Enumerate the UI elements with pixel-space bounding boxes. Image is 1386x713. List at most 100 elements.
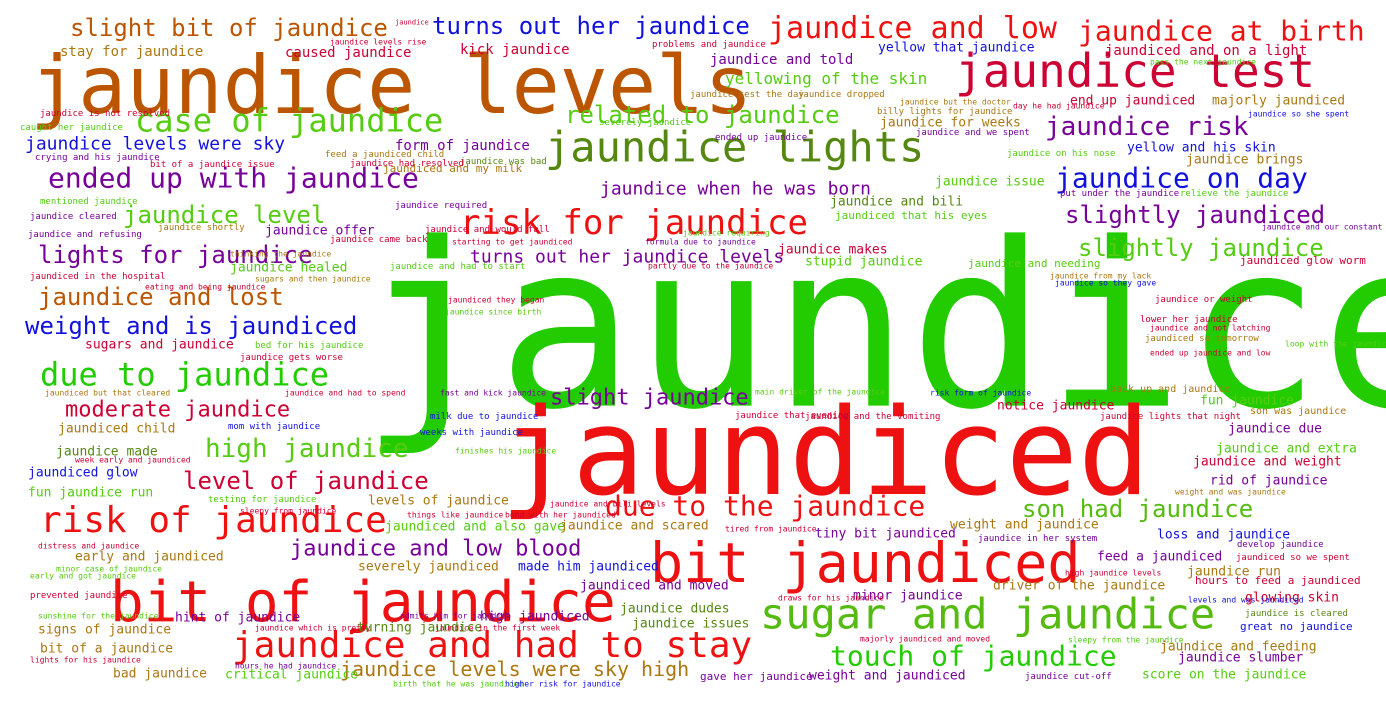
cloud-word: jaundice run: [1187, 564, 1281, 580]
cloud-word: jaundice due: [1228, 421, 1322, 437]
cloud-word: ended up jaundice: [715, 132, 808, 143]
cloud-word: jaundice and weight: [1193, 454, 1342, 470]
cloud-word: stay for jaundice: [60, 43, 204, 60]
cloud-word: jaundiced so we spent: [1236, 552, 1350, 563]
cloud-word: jaundice on day: [1055, 161, 1308, 195]
cloud-word: bit of a jaundice issue: [150, 159, 275, 170]
cloud-word: jaundice test the day: [690, 89, 804, 100]
cloud-word: jaundice and our constant: [1262, 222, 1383, 232]
cloud-word: yellowing of the skin: [725, 69, 928, 89]
cloud-word: jaundice required: [395, 200, 488, 211]
cloud-word: testing for jaundice: [208, 494, 317, 505]
cloud-word: jaundice levels: [30, 39, 753, 132]
cloud-word: jaundice and low: [768, 11, 1057, 46]
cloud-word: sugar and jaundice: [760, 589, 1216, 639]
cloud-word: develop jaundice: [1237, 539, 1324, 550]
cloud-word: jaundice that evening: [735, 410, 849, 421]
cloud-word: loop with the jaundice: [1285, 339, 1386, 349]
cloud-word: glowing skin: [1245, 590, 1339, 606]
cloud-word: related to jaundice: [565, 100, 840, 129]
cloud-word: draws for his jaundice: [778, 593, 884, 603]
cloud-word: jaundice and we spent: [916, 127, 1030, 138]
cloud-word: made him jaundiced: [518, 559, 659, 575]
cloud-word: sleepy from the jaundice: [1068, 635, 1184, 645]
cloud-word: jaundiced so tomorrow: [1145, 333, 1259, 344]
cloud-word: jaundice level: [123, 200, 326, 229]
cloud-word: jaundice made: [56, 444, 158, 460]
cloud-word: jaundice and the vomiting: [805, 411, 941, 422]
cloud-word: jaundice dudes: [620, 601, 730, 617]
cloud-word: yellow and his skin: [1127, 140, 1276, 156]
cloud-word: majorly jaundiced and moved: [860, 634, 991, 644]
cloud-word: jaundice was bad: [460, 156, 547, 167]
cloud-word: distress and jaundice: [38, 541, 140, 551]
cloud-word: finishes his jaundice: [455, 446, 557, 456]
cloud-word: jaundiced glow: [28, 465, 138, 481]
cloud-word: jaundiced child: [58, 421, 176, 437]
cloud-word: main driver of the jaundice: [755, 387, 886, 397]
cloud-word: jaundice and needing: [968, 257, 1101, 271]
cloud-word: fast and kick jaundice: [440, 388, 546, 398]
cloud-word: caused jaundice: [285, 44, 412, 61]
cloud-word: driver of the jaundice: [993, 578, 1166, 594]
cloud-word: fun jaundice: [1200, 393, 1294, 409]
cloud-word: turns out her jaundice: [432, 11, 750, 40]
cloud-word: admits him for jaundice: [400, 611, 511, 621]
cloud-word: jaundice had resolved: [350, 158, 464, 169]
cloud-word: jaundice lights that night: [1100, 411, 1241, 422]
cloud-word: ended up with jaundice: [48, 161, 419, 195]
cloud-word: minor case of jaundice: [56, 564, 162, 574]
cloud-word: risk of jaundice: [40, 500, 387, 542]
cloud-word: jaundice so they gave: [1055, 278, 1157, 288]
cloud-word: jaundice requiring: [683, 228, 770, 238]
cloud-word: jaundice and not latching: [1150, 323, 1271, 333]
cloud-word: jaundice in her system: [978, 533, 1098, 544]
cloud-word: jaundice healed: [230, 260, 348, 276]
cloud-word: son was jaundice: [1250, 406, 1347, 417]
cloud-word: signs of jaundice: [38, 622, 172, 638]
cloud-word: jaundice lights: [545, 122, 925, 172]
cloud-word: day he had jaundice: [1013, 101, 1105, 111]
cloud-word: mom with jaundice: [228, 421, 321, 432]
cloud-word: jaundiced and on a light: [1105, 42, 1308, 59]
cloud-word: gave her jaundice: [700, 670, 813, 684]
cloud-word: stupid jaundice: [805, 254, 923, 270]
cloud-word: early and jaundiced: [75, 549, 224, 565]
cloud-word: jaundice came back: [330, 234, 428, 245]
cloud-word: jaundiced: [500, 384, 1151, 523]
cloud-word: hours he had jaundice: [235, 661, 337, 671]
cloud-word: lights for his jaundice: [30, 655, 141, 665]
cloud-word: higher risk for jaundice: [505, 679, 621, 689]
cloud-word: sleepy from jaundice: [240, 506, 337, 516]
cloud-word: kick jaundice: [460, 41, 570, 58]
cloud-word: levels of jaundice: [368, 493, 509, 509]
cloud-word: milk due to jaundice: [430, 411, 539, 422]
cloud-word: tired from jaundice: [725, 524, 817, 534]
cloud-word: son had jaundice: [1022, 494, 1254, 523]
cloud-word: due to the jaundice: [605, 489, 926, 523]
cloud-word: severely jaundice: [599, 117, 692, 128]
cloud-word: feed a jaundiced child: [325, 149, 445, 160]
cloud-word: lights for jaundice: [38, 240, 313, 269]
cloud-word: bond with her jaundiced: [505, 510, 616, 520]
cloud-word: jaundice and told: [710, 51, 854, 68]
cloud-word: jaundiced and my milk: [383, 162, 523, 176]
cloud-word: jaundice issue: [935, 174, 1045, 190]
cloud-word: jaundice and scared: [560, 518, 709, 534]
cloud-word: jaundice and low blood: [290, 536, 582, 562]
cloud-word: jaundiced and also gave: [385, 519, 566, 535]
cloud-word: critical jaundice: [225, 667, 359, 683]
cloud-word: moderate jaundice: [65, 397, 291, 423]
cloud-word: back up and jaundice: [1110, 384, 1231, 395]
cloud-word: slightly jaundiced: [1065, 200, 1326, 229]
cloud-word: turning jaundice: [357, 620, 483, 636]
cloud-word: levels and was jaundiced: [1188, 595, 1304, 605]
cloud-word: bit jaundiced: [650, 531, 1081, 595]
cloud-word: jaundice: [395, 18, 429, 27]
cloud-word: jaundice levels were sky: [25, 133, 286, 155]
cloud-word: hint of jaundice: [175, 610, 301, 626]
cloud-word: jaundice brings: [1186, 152, 1304, 168]
cloud-word: jaundiced in the hospital: [30, 271, 166, 282]
cloud-word: jaundice makes: [778, 242, 888, 258]
